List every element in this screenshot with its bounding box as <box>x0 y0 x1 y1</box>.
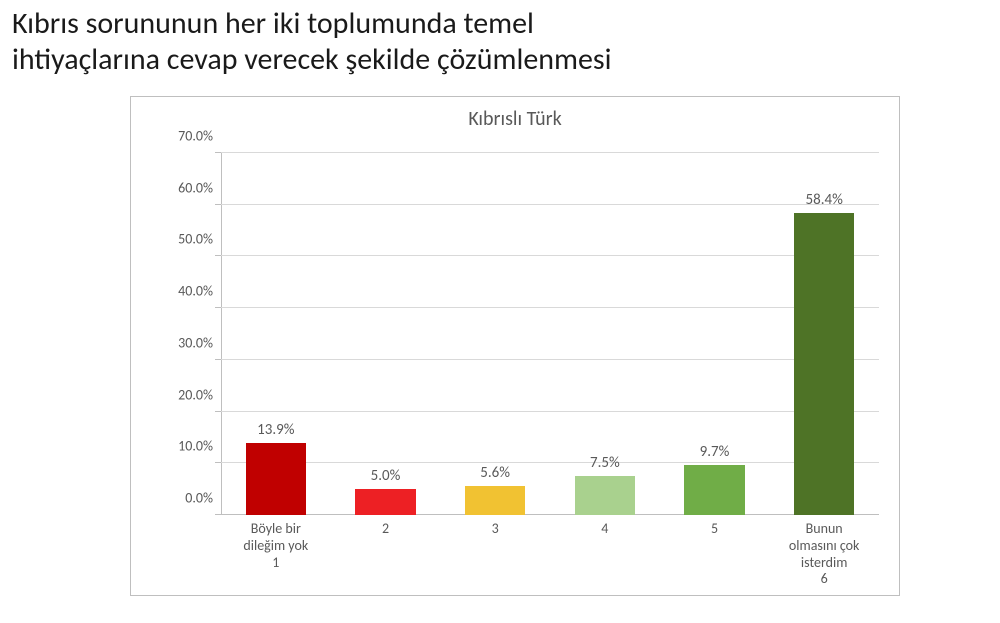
x-axis-labels: Böyle bir dileğim yok 12345Bunun olmasın… <box>221 515 879 595</box>
bar-value-label: 9.7% <box>700 443 730 465</box>
y-tick-mark <box>215 359 221 360</box>
bar-value-label: 5.6% <box>480 464 510 486</box>
y-tick-label: 70.0% <box>178 128 221 145</box>
y-tick-mark <box>215 307 221 308</box>
x-tick-label: Böyle bir dileğim yok 1 <box>221 521 331 571</box>
y-tick-mark <box>215 462 221 463</box>
y-tick-label: 0.0% <box>185 490 221 507</box>
page: Kıbrıs sorununun her iki toplumunda teme… <box>0 0 1000 623</box>
bar-value-label: 58.4% <box>805 191 842 213</box>
x-tick-label: 3 <box>440 521 550 538</box>
x-tick-label: Bunun olmasını çok isterdim 6 <box>769 521 879 588</box>
bar: 13.9% <box>246 443 306 515</box>
grid-line <box>221 462 879 463</box>
x-tick-label: 2 <box>331 521 441 538</box>
bar: 7.5% <box>575 476 635 515</box>
y-tick-label: 10.0% <box>178 438 221 455</box>
y-tick-label: 40.0% <box>178 283 221 300</box>
bar: 5.0% <box>355 489 415 515</box>
bar-value-label: 7.5% <box>590 454 620 476</box>
y-tick-label: 20.0% <box>178 386 221 403</box>
y-tick-label: 30.0% <box>178 334 221 351</box>
bar-chart: Kıbrıslı Türk 0.0%10.0%20.0%30.0%40.0%50… <box>130 96 900 596</box>
x-tick-label: 5 <box>660 521 770 538</box>
y-tick-mark <box>215 411 221 412</box>
y-axis <box>221 153 222 515</box>
grid-line <box>221 411 879 412</box>
bar: 9.7% <box>684 465 744 515</box>
bar: 5.6% <box>465 486 525 515</box>
bar: 58.4% <box>794 213 854 515</box>
grid-line <box>221 204 879 205</box>
chart-title: Kıbrıslı Türk <box>131 97 899 141</box>
plot-area: 0.0%10.0%20.0%30.0%40.0%50.0%60.0%70.0%1… <box>221 153 879 515</box>
y-tick-label: 50.0% <box>178 231 221 248</box>
y-tick-label: 60.0% <box>178 179 221 196</box>
title-line-1: Kıbrıs sorununun her iki toplumunda teme… <box>12 5 534 42</box>
grid-line <box>221 255 879 256</box>
y-tick-mark <box>215 255 221 256</box>
page-title: Kıbrıs sorununun her iki toplumunda teme… <box>0 0 1000 78</box>
bar-value-label: 5.0% <box>371 467 401 489</box>
y-tick-mark <box>215 152 221 153</box>
grid-line <box>221 359 879 360</box>
bar-value-label: 13.9% <box>257 421 294 443</box>
grid-line <box>221 152 879 153</box>
y-tick-mark <box>215 204 221 205</box>
title-line-2: ihtiyaçlarına cevap verecek şekilde çözü… <box>12 41 612 78</box>
grid-line <box>221 307 879 308</box>
x-tick-label: 4 <box>550 521 660 538</box>
